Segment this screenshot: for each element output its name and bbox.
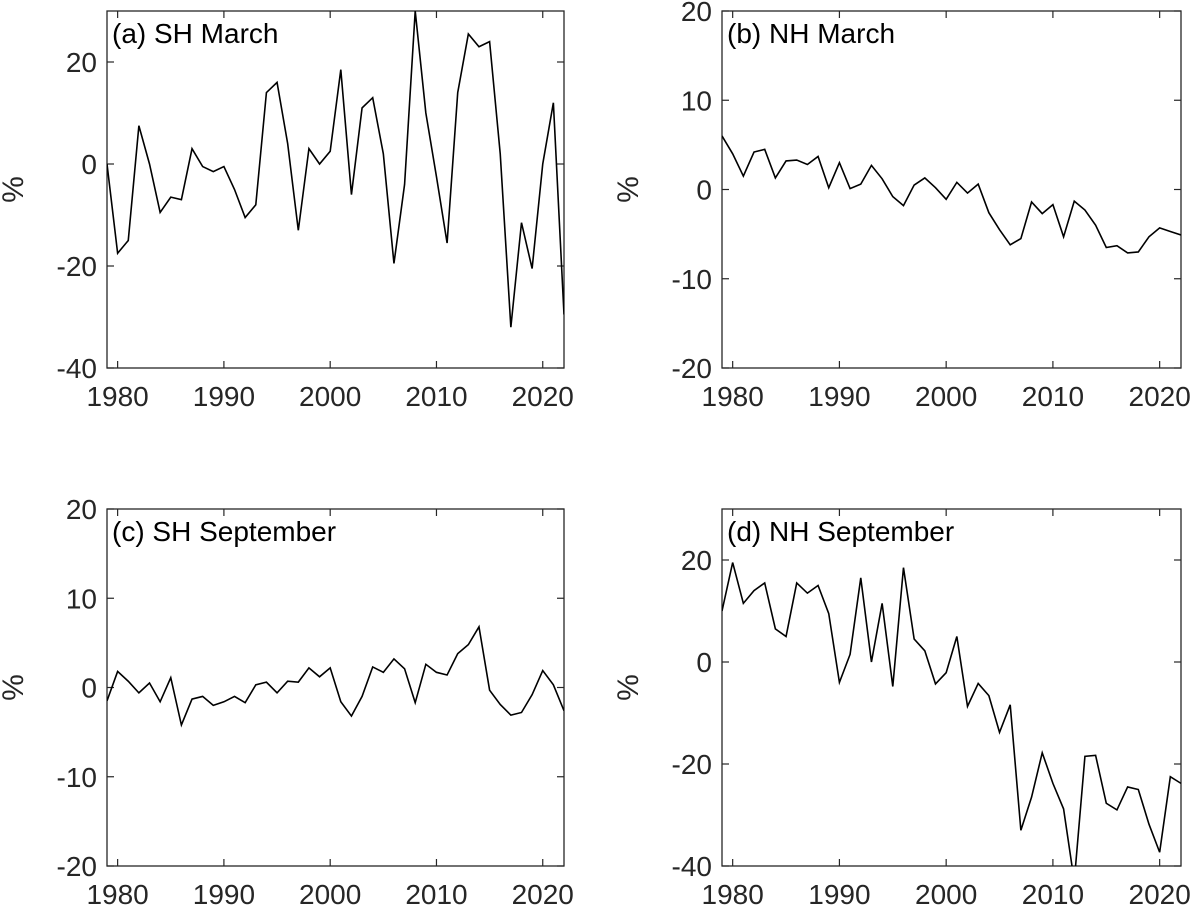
x-tick-label-sh-march-2020: 2020 [512, 381, 574, 412]
x-tick-label-sh-september-1980: 1980 [86, 879, 148, 910]
y-tick-label-sh-march-0: 0 [81, 149, 97, 180]
panel-sh-march: 1980 1990 2000 2010 2020 -40 -20 0 20% (a) SH Mar… [0, 10, 574, 412]
x-tick-label-sh-march-1980: 1980 [86, 381, 148, 412]
x-tick-label-nh-september-2020: 2020 [1129, 879, 1191, 910]
x-tick-label-sh-september-1990: 1990 [193, 879, 255, 910]
x-tick-label-nh-march-1980: 1980 [702, 381, 764, 412]
y-tick-label-nh-march-10: 10 [681, 85, 712, 116]
panel-nh-march: 1980 1990 2000 2010 2020 -20 -10 0 10 20% (b) NH M… [612, 0, 1191, 412]
x-tick-label-sh-september-2020: 2020 [512, 879, 574, 910]
x-tick-label-nh-march-2000: 2000 [915, 381, 977, 412]
series-line-nh-september [722, 562, 1181, 866]
y-tick-label-sh-september-20: 20 [66, 494, 97, 525]
panel-nh-september: 1980 1990 2000 2010 2020 -40 -20 0 20% (d) NH Sep… [612, 508, 1191, 910]
x-tick-label-sh-march-2000: 2000 [299, 381, 361, 412]
panel-title-sh-september: (c) SH September [112, 516, 336, 547]
y-axis-title-nh-september: % [612, 674, 645, 701]
y-tick-label-sh-september-10: 10 [66, 583, 97, 614]
y-tick-label-sh-march--40: -40 [57, 353, 97, 384]
x-tick-label-nh-september-2000: 2000 [915, 879, 977, 910]
panel-title-nh-march: (b) NH March [727, 18, 895, 49]
y-tick-label-nh-march--20: -20 [672, 353, 712, 384]
x-tick-label-sh-september-2000: 2000 [299, 879, 361, 910]
y-tick-label-nh-september-20: 20 [681, 545, 712, 576]
x-tick-label-sh-march-2010: 2010 [405, 381, 467, 412]
panel-title-nh-september: (d) NH September [727, 516, 954, 547]
axes-box-sh-march [106, 10, 565, 369]
y-tick-label-nh-september-0: 0 [696, 647, 712, 678]
series-line-sh-september [107, 624, 564, 728]
y-tick-label-nh-march-20: 20 [681, 0, 712, 27]
y-tick-label-sh-september-0: 0 [81, 673, 97, 704]
x-tick-label-nh-march-1990: 1990 [808, 381, 870, 412]
y-tick-label-sh-march--20: -20 [57, 251, 97, 282]
x-tick-label-sh-march-1990: 1990 [193, 381, 255, 412]
x-tick-label-nh-september-1980: 1980 [702, 879, 764, 910]
y-tick-label-sh-september--10: -10 [57, 762, 97, 793]
y-axis-title-sh-september: % [0, 674, 30, 701]
x-tick-label-nh-september-2010: 2010 [1022, 879, 1084, 910]
y-axis-title-sh-march: % [0, 176, 30, 203]
axes-box-nh-september [721, 508, 1182, 867]
y-tick-label-nh-september--20: -20 [672, 749, 712, 780]
y-axis-title-nh-march: % [612, 176, 645, 203]
x-tick-label-nh-march-2010: 2010 [1022, 381, 1084, 412]
y-tick-label-sh-september--20: -20 [57, 851, 97, 882]
x-tick-label-nh-march-2020: 2020 [1129, 381, 1191, 412]
x-tick-label-sh-september-2010: 2010 [405, 879, 467, 910]
panel-title-sh-march: (a) SH March [112, 18, 278, 49]
y-tick-label-nh-september--40: -40 [672, 851, 712, 882]
y-tick-label-nh-march--10: -10 [672, 264, 712, 295]
panel-sh-september: 1980 1990 2000 2010 2020 -20 -10 0 10 20% (c) SH S… [0, 494, 574, 910]
series-line-nh-march [722, 135, 1181, 254]
y-tick-label-sh-march-20: 20 [66, 47, 97, 78]
y-tick-label-nh-march-0: 0 [696, 175, 712, 206]
series-line-sh-march [107, 11, 564, 328]
x-tick-label-nh-september-1990: 1990 [808, 879, 870, 910]
